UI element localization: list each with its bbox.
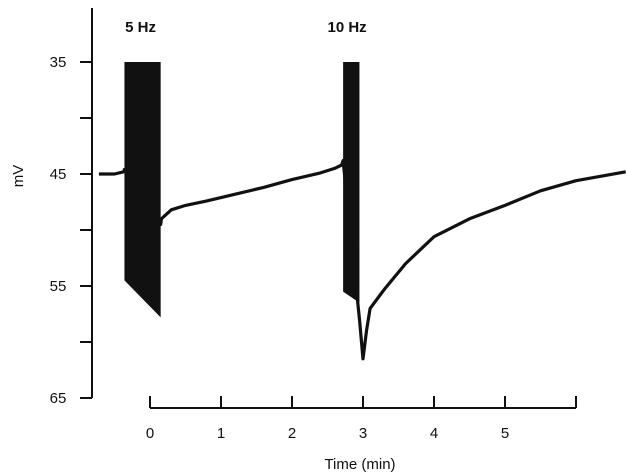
x-tick-label-5: 5 <box>501 425 509 442</box>
x-tick-label-0: 0 <box>146 425 154 442</box>
y-tick-label-35: 35 <box>50 54 67 71</box>
stimulus-burst-2 <box>343 62 360 303</box>
y-tick-label-55: 55 <box>50 278 67 295</box>
x-axis-label: Time (min) <box>324 456 395 473</box>
x-axis: 0 1 2 3 4 5 <box>146 396 577 442</box>
x-tick-label-3: 3 <box>359 425 367 442</box>
y-axis: 35 45 55 65 <box>50 8 93 407</box>
x-tick-label-2: 2 <box>288 425 296 442</box>
stimulus-bursts <box>124 62 360 318</box>
x-tick-label-4: 4 <box>430 425 438 442</box>
y-axis-label: mV <box>10 165 27 188</box>
annotation-2: 10 Hz <box>328 19 367 36</box>
series-group <box>98 159 626 361</box>
y-tick-label-45: 45 <box>50 166 67 183</box>
stimulus-burst-1 <box>124 62 161 318</box>
x-tick-label-1: 1 <box>217 425 225 442</box>
voltage-trace-1 <box>98 159 626 361</box>
y-tick-label-65: 65 <box>50 390 67 407</box>
annotation-1: 5 Hz <box>125 19 156 36</box>
annotations: 5 Hz 10 Hz <box>125 19 367 36</box>
